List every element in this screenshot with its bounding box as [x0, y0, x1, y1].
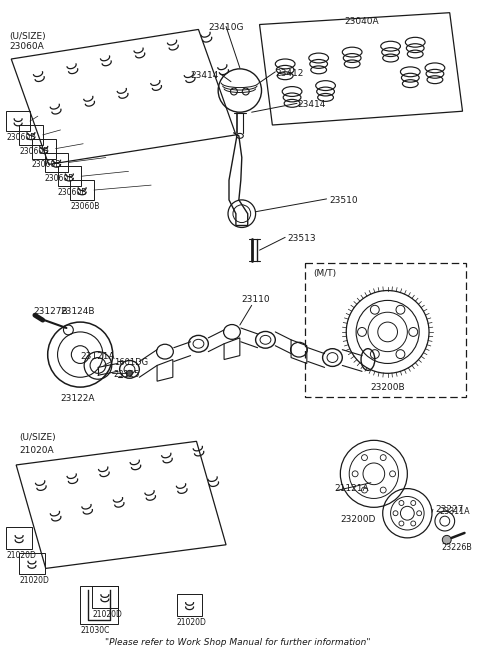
Text: 23060B: 23060B — [71, 202, 100, 211]
Text: 23121A: 23121A — [80, 352, 115, 361]
Text: 23414: 23414 — [191, 71, 219, 80]
Text: 23060B: 23060B — [6, 133, 36, 142]
Text: 23227: 23227 — [435, 506, 463, 514]
Text: 21020D: 21020D — [177, 618, 207, 627]
Text: 23060B: 23060B — [45, 174, 74, 183]
Text: 23414: 23414 — [297, 100, 325, 109]
Text: (U/SIZE): (U/SIZE) — [19, 434, 56, 442]
Text: 23311A: 23311A — [440, 508, 470, 516]
Text: 1601DG: 1601DG — [114, 358, 148, 367]
Text: 23040A: 23040A — [344, 16, 379, 26]
Text: (M/T): (M/T) — [313, 269, 336, 278]
Text: 23060B: 23060B — [19, 147, 48, 156]
Text: 21121A: 21121A — [335, 483, 369, 493]
Text: 21020D: 21020D — [19, 576, 49, 586]
Text: 23200D: 23200D — [340, 515, 376, 524]
Text: 23060A: 23060A — [9, 43, 44, 51]
Text: 23124B: 23124B — [60, 307, 95, 316]
Text: 23122A: 23122A — [60, 394, 95, 403]
Text: 23510: 23510 — [329, 196, 358, 205]
Text: "Please refer to Work Shop Manual for further information": "Please refer to Work Shop Manual for fu… — [105, 638, 371, 646]
Text: 23060B: 23060B — [58, 188, 87, 197]
Text: 23412: 23412 — [276, 69, 304, 78]
Text: 23200B: 23200B — [371, 383, 405, 392]
Circle shape — [127, 370, 132, 376]
Text: 21020D: 21020D — [6, 551, 36, 559]
Text: 21020D: 21020D — [92, 610, 122, 619]
Text: 21030C: 21030C — [80, 626, 109, 635]
Text: 23513: 23513 — [287, 234, 316, 244]
Text: 23127B: 23127B — [33, 307, 68, 316]
Text: 23125: 23125 — [114, 370, 140, 379]
Text: 23110: 23110 — [242, 295, 270, 305]
Text: 23226B: 23226B — [442, 543, 473, 552]
Circle shape — [443, 535, 451, 544]
Text: 21020A: 21020A — [19, 446, 54, 455]
Text: 23060B: 23060B — [32, 160, 61, 170]
Text: (U/SIZE): (U/SIZE) — [9, 32, 46, 41]
Text: 23410G: 23410G — [208, 22, 244, 31]
